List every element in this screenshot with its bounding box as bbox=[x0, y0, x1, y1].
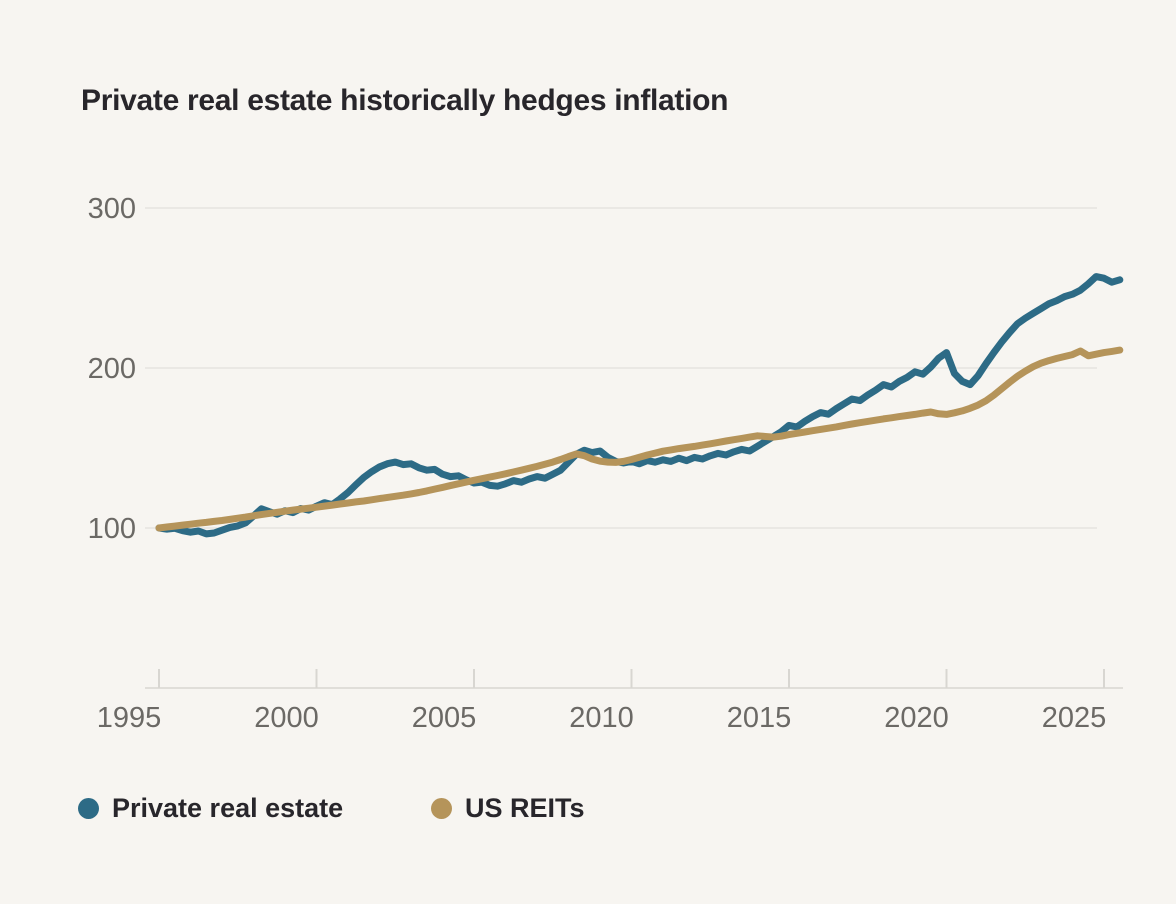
x-axis-label-1995: 1995 bbox=[97, 702, 162, 734]
legend-dot-us-reits-icon bbox=[431, 797, 452, 819]
x-axis-label-2000: 2000 bbox=[254, 702, 319, 734]
x-axis-label-2020: 2020 bbox=[884, 702, 949, 734]
legend-item-us-reits: US REITs bbox=[431, 793, 585, 823]
chart-title: Private real estate historically hedges … bbox=[81, 84, 729, 117]
chart-legend: Private real estate US REITs bbox=[0, 793, 1176, 840]
series-line-us-reits bbox=[155, 346, 1124, 532]
x-axis-label-2010: 2010 bbox=[569, 702, 634, 734]
y-axis-label-300: 300 bbox=[88, 193, 136, 225]
y-axis-label-100: 100 bbox=[88, 513, 136, 545]
legend-label-us-reits: US REITs bbox=[465, 793, 585, 823]
x-axis-label-2005: 2005 bbox=[412, 702, 477, 734]
legend-label-private-real-estate: Private real estate bbox=[112, 793, 344, 823]
x-axis-label-2025: 2025 bbox=[1042, 702, 1107, 734]
legend-dot-private-real-estate-icon bbox=[78, 797, 99, 819]
y-axis-label-200: 200 bbox=[88, 353, 136, 385]
legend-item-private-real-estate: Private real estate bbox=[78, 793, 344, 823]
x-axis-label-2015: 2015 bbox=[727, 702, 792, 734]
line-chart: 100 200 300 1995 2000 2005 2010 2015 2020 2025 bbox=[88, 193, 1124, 734]
